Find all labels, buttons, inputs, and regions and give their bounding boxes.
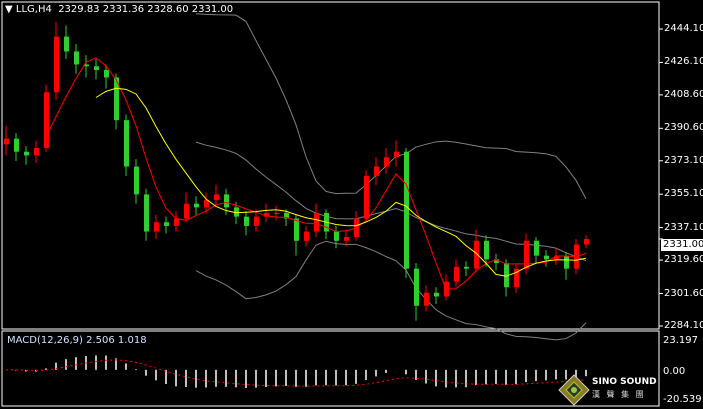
candle-body	[344, 237, 349, 241]
candle-body	[14, 138, 19, 152]
candle-body	[484, 240, 489, 260]
candle-body	[224, 194, 229, 208]
candle-body	[384, 157, 389, 167]
candle-body	[514, 268, 519, 288]
price-axis-label: 2337.10	[664, 221, 703, 233]
candle-body	[364, 175, 369, 219]
candle-body	[374, 166, 379, 176]
candle-body	[464, 266, 469, 269]
price-axis-label: 2373.10	[664, 154, 703, 166]
candle-body	[404, 151, 409, 269]
macd-axis-zero: 0.00	[663, 366, 686, 377]
candle-body	[54, 36, 59, 93]
candle-body	[164, 222, 169, 226]
candle-body	[554, 255, 559, 260]
macd-axis-bottom: -20.539	[663, 394, 702, 405]
candle-body	[154, 222, 159, 232]
sino-sound-logo: SINO SOUND 漢 聲 集 團	[556, 374, 658, 406]
chart-title: ▼ LLG,H4 2329.83 2331.36 2328.60 2331.00	[5, 4, 234, 15]
symbol-label: LLG,H4	[15, 4, 52, 15]
candle-body	[454, 266, 459, 282]
candle-body	[44, 92, 49, 148]
main-pane-frame	[1, 1, 660, 330]
candle-body	[124, 120, 129, 167]
price-axis-label: 2426.10	[664, 56, 703, 68]
candle-body	[34, 147, 39, 156]
price-axis-label: 2355.10	[664, 188, 703, 200]
candle-body	[524, 240, 529, 269]
logo-name: SINO SOUND	[592, 377, 657, 387]
candle-body	[254, 216, 259, 226]
candle-body	[144, 194, 149, 232]
candle-body	[214, 194, 219, 200]
candle-body	[84, 64, 89, 67]
candle-body	[394, 151, 399, 158]
candle-body	[274, 212, 279, 214]
macd-axis-top: 23.197	[663, 335, 698, 346]
candle-body	[134, 166, 139, 195]
candle-body	[504, 263, 509, 288]
current-price-tag: 2331.00	[661, 239, 703, 251]
candle-body	[264, 212, 269, 217]
candle-body	[434, 292, 439, 297]
candle-body	[474, 240, 479, 269]
logo-subtitle: 漢 聲 集 團	[592, 390, 646, 399]
candle-body	[244, 216, 249, 226]
price-axis-label: 2390.60	[664, 122, 703, 134]
candle-body	[424, 292, 429, 306]
candle-body	[184, 203, 189, 219]
bollinger-upper	[195, 13, 587, 199]
candle-body	[24, 151, 29, 156]
candle-body	[544, 255, 549, 260]
candle-body	[94, 66, 99, 71]
candle-body	[534, 240, 539, 256]
price-axis-label: 2284.10	[664, 320, 703, 331]
price-axis-label: 2444.10	[664, 23, 703, 34]
candle-body	[74, 51, 79, 65]
candle-body	[284, 212, 289, 219]
ohlc-readout: 2329.83 2331.36 2328.60 2331.00	[58, 4, 234, 15]
price-axis-label: 2408.60	[664, 88, 703, 100]
ma-slow-line	[95, 87, 587, 277]
price-axis-label: 2301.60	[664, 287, 703, 299]
candle-body	[104, 70, 109, 78]
diamond-logo-icon	[558, 374, 590, 406]
candle-body	[234, 207, 239, 217]
price-axis-label: 2319.60	[664, 254, 703, 266]
candle-body	[414, 268, 419, 306]
candle-body	[564, 255, 569, 269]
macd-label: MACD(12,26,9) 2.506 1.018	[7, 335, 147, 346]
bollinger-middle	[195, 141, 587, 262]
candle-body	[584, 238, 589, 245]
bollinger-lower	[195, 240, 587, 341]
candle-body	[294, 218, 299, 241]
candle-body	[494, 259, 499, 264]
candle-body	[4, 138, 9, 145]
candle-body	[64, 36, 69, 52]
candle-body	[314, 212, 319, 232]
candle-body	[174, 218, 179, 226]
candle-body	[334, 231, 339, 241]
candle-body	[194, 203, 199, 208]
candle-body	[304, 231, 309, 241]
macd-pane-frame	[1, 330, 660, 407]
candle-body	[114, 77, 119, 121]
ma-fast-line	[45, 57, 587, 290]
candle-body	[204, 199, 209, 208]
